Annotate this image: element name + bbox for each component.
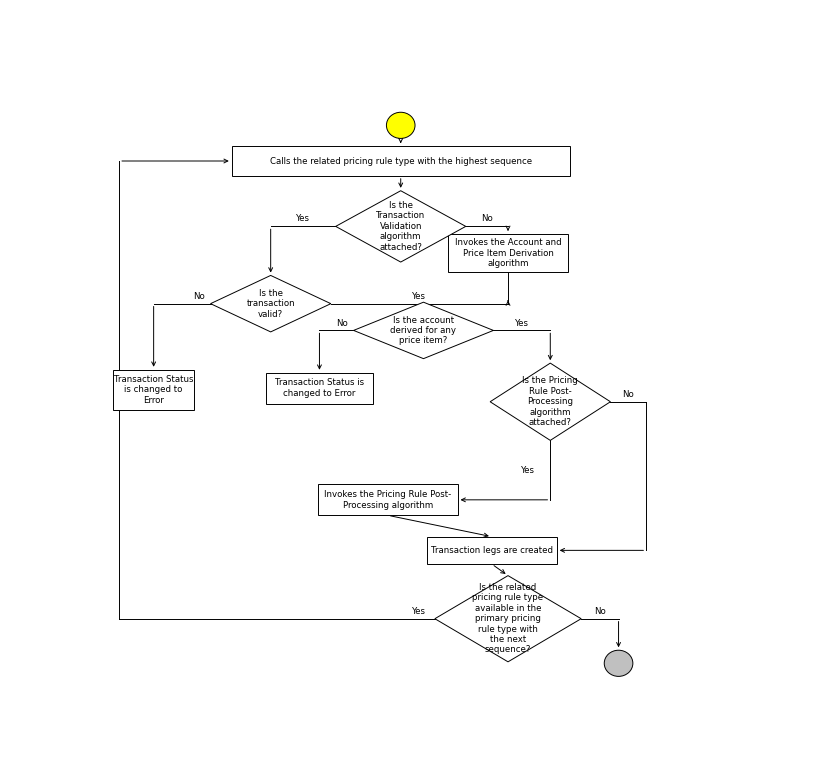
Circle shape	[604, 650, 633, 676]
FancyBboxPatch shape	[427, 537, 557, 564]
Text: Transaction legs are created: Transaction legs are created	[430, 546, 553, 555]
FancyBboxPatch shape	[318, 484, 457, 515]
Text: Yes: Yes	[296, 214, 310, 223]
Text: Transaction Status is
changed to Error: Transaction Status is changed to Error	[275, 378, 364, 398]
Text: No: No	[481, 214, 492, 223]
Polygon shape	[353, 302, 493, 359]
Text: Is the
Transaction
Validation
algorithm
attached?: Is the Transaction Validation algorithm …	[376, 201, 425, 252]
Text: Transaction Status
is changed to
Error: Transaction Status is changed to Error	[114, 375, 194, 405]
FancyBboxPatch shape	[266, 373, 373, 404]
Text: Is the Pricing
Rule Post-
Processing
algorithm
attached?: Is the Pricing Rule Post- Processing alg…	[523, 377, 578, 427]
Text: Invokes the Pricing Rule Post-
Processing algorithm: Invokes the Pricing Rule Post- Processin…	[324, 490, 451, 510]
FancyBboxPatch shape	[113, 370, 195, 410]
Text: Invokes the Account and
Price Item Derivation
algorithm: Invokes the Account and Price Item Deriv…	[455, 239, 561, 268]
Text: Yes: Yes	[520, 466, 534, 475]
Text: Is the account
derived for any
price item?: Is the account derived for any price ite…	[390, 316, 456, 345]
Polygon shape	[490, 363, 611, 440]
FancyBboxPatch shape	[448, 234, 568, 273]
Polygon shape	[211, 276, 331, 332]
Text: Yes: Yes	[412, 607, 425, 616]
Text: No: No	[336, 319, 347, 328]
Polygon shape	[435, 576, 581, 662]
Polygon shape	[336, 191, 466, 262]
Text: Yes: Yes	[515, 319, 529, 328]
Text: Is the
transaction
valid?: Is the transaction valid?	[247, 289, 295, 319]
Text: Calls the related pricing rule type with the highest sequence: Calls the related pricing rule type with…	[269, 157, 532, 165]
FancyBboxPatch shape	[232, 146, 570, 176]
Text: No: No	[193, 292, 205, 301]
Text: Yes: Yes	[413, 292, 426, 301]
Circle shape	[387, 112, 415, 138]
Text: Is the related
pricing rule type
available in the
primary pricing
rule type with: Is the related pricing rule type availab…	[472, 583, 544, 655]
Text: No: No	[623, 390, 634, 399]
Text: No: No	[594, 607, 606, 616]
